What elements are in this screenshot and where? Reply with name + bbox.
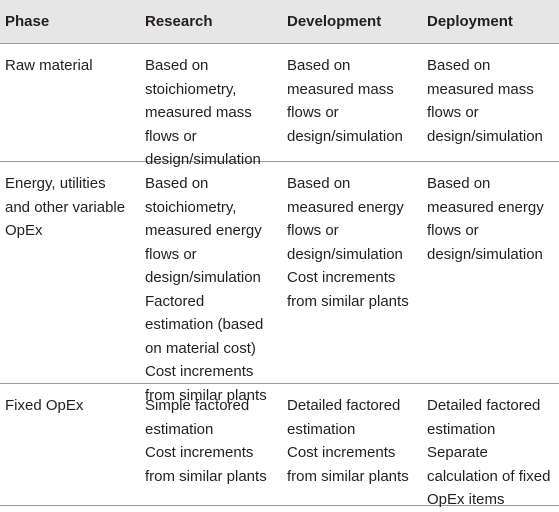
- cell-text: Cost increments from similar plants: [145, 444, 267, 485]
- table-row: Energy, utilities and other variable OpE…: [0, 162, 559, 404]
- cell-content: Fixed OpEx: [5, 394, 132, 418]
- cell-text: Detailed factored estimation: [287, 397, 401, 438]
- cell-text: Factored estimation (based on material c…: [145, 292, 264, 357]
- cell-content: Simple factored estimation Cost increment…: [145, 394, 272, 488]
- table-cell: Based on measured energy flows or design…: [282, 162, 414, 313]
- cell-text: Energy, utilities and other variable OpE…: [5, 175, 126, 239]
- table-cell: Energy, utilities and other variable OpE…: [0, 162, 132, 243]
- cell-text: Cost increments from similar plants: [287, 444, 409, 485]
- cell-content: Based on stoichiometry, measured energy …: [145, 172, 272, 407]
- cell-content: Based on measured mass flows or design/s…: [287, 54, 414, 148]
- cell-content: Based on measured energy flows or design…: [427, 172, 554, 266]
- table-cell: Detailed factored estimation Cost increme…: [282, 384, 414, 488]
- cell-text: Based on measured energy flows or design…: [287, 175, 404, 263]
- table-cell: Based on measured mass flows or design/s…: [282, 44, 414, 148]
- cell-text: Simple factored estimation: [145, 397, 250, 438]
- cell-text: Cost increments from similar plants: [145, 363, 267, 404]
- table-cell: Based on stoichiometry, measured energy …: [140, 162, 272, 407]
- cell-text: Cost increments from similar plants: [287, 269, 409, 310]
- table-cell: Based on measured mass flows or design/s…: [422, 44, 554, 148]
- cell-content: Energy, utilities and other variable OpE…: [5, 172, 132, 243]
- header-cell: Deployment: [427, 13, 513, 30]
- table-cell: Based on stoichiometry, measured mass fl…: [140, 44, 272, 172]
- header-cell: Phase: [5, 13, 50, 30]
- table-row: Raw material Based on stoichiometry, meas…: [0, 44, 559, 168]
- cell-text: Based on measured mass flows or design/s…: [427, 57, 543, 145]
- cell-content: Based on measured energy flows or design…: [287, 172, 414, 313]
- cell-text: Raw material: [5, 57, 93, 74]
- cell-text: Based on measured mass flows or design/s…: [287, 57, 403, 145]
- table-cell: Detailed factored estimation Separate cal…: [422, 384, 554, 512]
- header-cell: Research: [145, 13, 213, 30]
- table-cell: Based on measured energy flows or design…: [422, 162, 554, 266]
- cell-content: Detailed factored estimation Cost increme…: [287, 394, 414, 488]
- cell-text: Detailed factored estimation: [427, 397, 541, 438]
- cell-text: Based on stoichiometry, measured energy …: [145, 175, 262, 286]
- table-cell: Fixed OpEx: [0, 384, 132, 418]
- table-row: Fixed OpEx Simple factored estimation Cost…: [0, 384, 559, 508]
- cell-content: Detailed factored estimation Separate cal…: [427, 394, 554, 512]
- cell-text: Based on stoichiometry, measured mass fl…: [145, 57, 261, 168]
- cell-content: Based on stoichiometry, measured mass fl…: [145, 54, 272, 172]
- cell-text: Based on measured energy flows or design…: [427, 175, 544, 263]
- table-cell: Raw material: [0, 44, 132, 78]
- table-cell: Simple factored estimation Cost increment…: [140, 384, 272, 488]
- header-cell: Development: [287, 13, 382, 30]
- cell-text: Fixed OpEx: [5, 397, 84, 414]
- header-row: Phase Research Development Deployment: [0, 0, 559, 44]
- cell-content: Raw material: [5, 54, 132, 78]
- cell-content: Based on measured mass flows or design/s…: [427, 54, 554, 148]
- cell-text: Separate calculation of fixed OpEx items: [427, 444, 551, 508]
